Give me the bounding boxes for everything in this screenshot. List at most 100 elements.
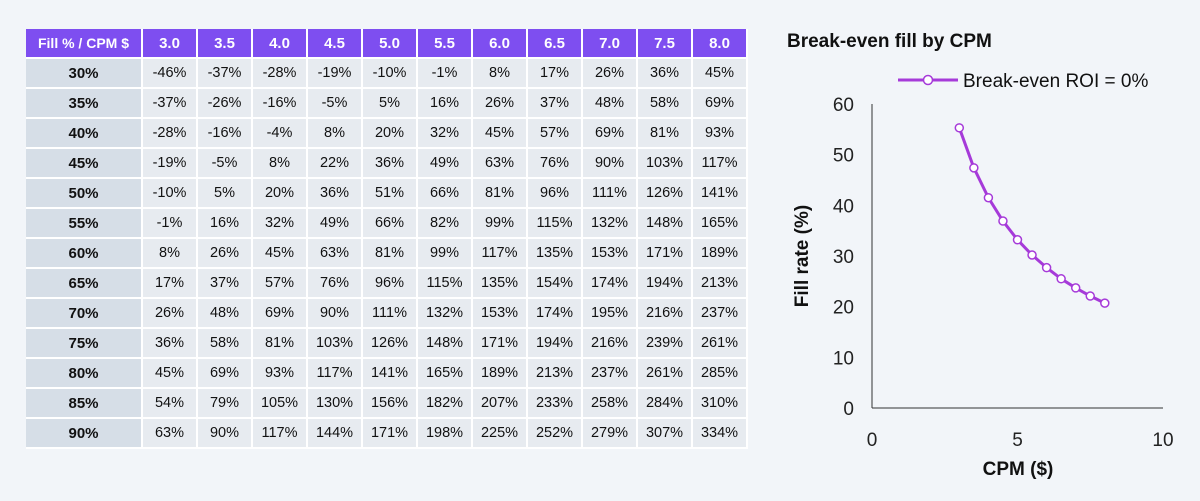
table-cell: -19% [307,58,363,89]
row-label: 50% [26,178,143,209]
table-cell: 63% [472,148,528,179]
table-cell: 8% [472,58,528,89]
data-point [998,216,1008,226]
table-cell: 5% [197,178,253,209]
table-cell: 48% [197,298,253,329]
y-tick-labels: 0 10 20 30 40 50 60 [833,95,854,420]
table-cell: 171% [637,238,693,269]
row-label: 65% [26,268,143,299]
table-cell: 216% [637,298,693,329]
table-cell: 26% [582,58,638,89]
table-cell: 132% [417,298,473,329]
table-cell: 90% [197,418,253,449]
row-label: 55% [26,208,143,239]
table-cell: 171% [472,328,528,359]
table-row: 60% 8% 26% 45% 63% 81% 99% 117% 135% 153% 171% 189% [26,238,748,269]
table-cell: 20% [362,118,418,149]
chart-legend: Break-even ROI = 0% [898,71,1148,92]
x-tick-label: 5 [1012,430,1023,451]
column-header: 4.0 [252,29,308,59]
table-cell: 76% [307,268,363,299]
table-cell: 66% [417,178,473,209]
table-cell: 58% [197,328,253,359]
column-header: 3.0 [142,29,198,59]
table-cell: 225% [472,418,528,449]
table-cell: 117% [472,238,528,269]
break-even-chart: Break-even fill by CPM Break-even ROI = … [787,31,1174,480]
table-cell: 141% [362,358,418,389]
table-cell: 148% [417,328,473,359]
table-cell: 216% [582,328,638,359]
row-label: 70% [26,298,143,329]
y-tick-label: 10 [833,348,854,369]
table-cell: -26% [197,88,253,119]
table-cell: 189% [692,238,748,269]
table-cell: 51% [362,178,418,209]
table-cell: 141% [692,178,748,209]
table-cell: 153% [582,238,638,269]
table-cell: 261% [692,328,748,359]
table-cell: 182% [417,388,473,419]
table-cell: 207% [472,388,528,419]
table-cell: 45% [252,238,308,269]
table-cell: -1% [417,58,473,89]
series-break-even [954,123,1110,308]
table-cell: 252% [527,418,583,449]
table-cell: -37% [197,58,253,89]
table-cell: 237% [692,298,748,329]
table-cell: -16% [252,88,308,119]
table-cell: 82% [417,208,473,239]
table-cell: 194% [527,328,583,359]
table-cell: 76% [527,148,583,179]
series-line [957,127,1106,305]
row-label: 30% [26,58,143,89]
data-point [1100,298,1110,308]
chart-title: Break-even fill by CPM [787,31,992,52]
table-cell: 130% [307,388,363,419]
data-point [1012,235,1023,245]
table-cell: 198% [417,418,473,449]
data-point [1085,291,1095,301]
table-cell: 307% [637,418,693,449]
table-cell: 117% [307,358,363,389]
table-cell: 154% [527,268,583,299]
table-cell: 90% [307,298,363,329]
table-cell: 239% [637,328,693,359]
column-header: 5.0 [362,29,418,59]
table-row: 55% -1% 16% 32% 49% 66% 82% 99% 115% 132% 148% 165% [26,208,748,239]
table-cell: 58% [637,88,693,119]
row-label: 85% [26,388,143,419]
data-point [1027,250,1037,260]
table-cell: 45% [142,358,198,389]
table-row: 45% -19% -5% 8% 22% 36% 49% 63% 76% 90% 103% 117% [26,148,748,179]
table-cell: 93% [692,118,748,149]
table-cell: 8% [252,148,308,179]
table-cell: 49% [307,208,363,239]
table-cell: 233% [527,388,583,419]
table-cell: 90% [582,148,638,179]
table-cell: 16% [417,88,473,119]
table-cell: 165% [692,208,748,239]
y-tick-label: 30 [833,247,854,268]
table-cell: 258% [582,388,638,419]
y-tick-label: 40 [833,196,854,217]
data-point [969,163,979,173]
table-cell: 69% [252,298,308,329]
table-cell: 105% [252,388,308,419]
table-cell: 8% [142,238,198,269]
table-cell: 45% [692,58,748,89]
table-cell: 310% [692,388,748,419]
table-row: 30% -46% -37% -28% -19% -10% -1% 8% 17% 26% 36% 45% [26,58,748,89]
table-cell: 20% [252,178,308,209]
table-cell: -19% [142,148,198,179]
table-row: 85% 54% 79% 105% 130% 156% 182% 207% 233% 258% 284… [26,388,748,419]
legend-point-marker [922,74,934,86]
table-cell: 171% [362,418,418,449]
table-cell: 57% [527,118,583,149]
table-cell: 126% [637,178,693,209]
table-cell: 153% [472,298,528,329]
row-label: 40% [26,118,143,149]
table-cell: 195% [582,298,638,329]
table-cell: 279% [582,418,638,449]
table-cell: -4% [252,118,308,149]
